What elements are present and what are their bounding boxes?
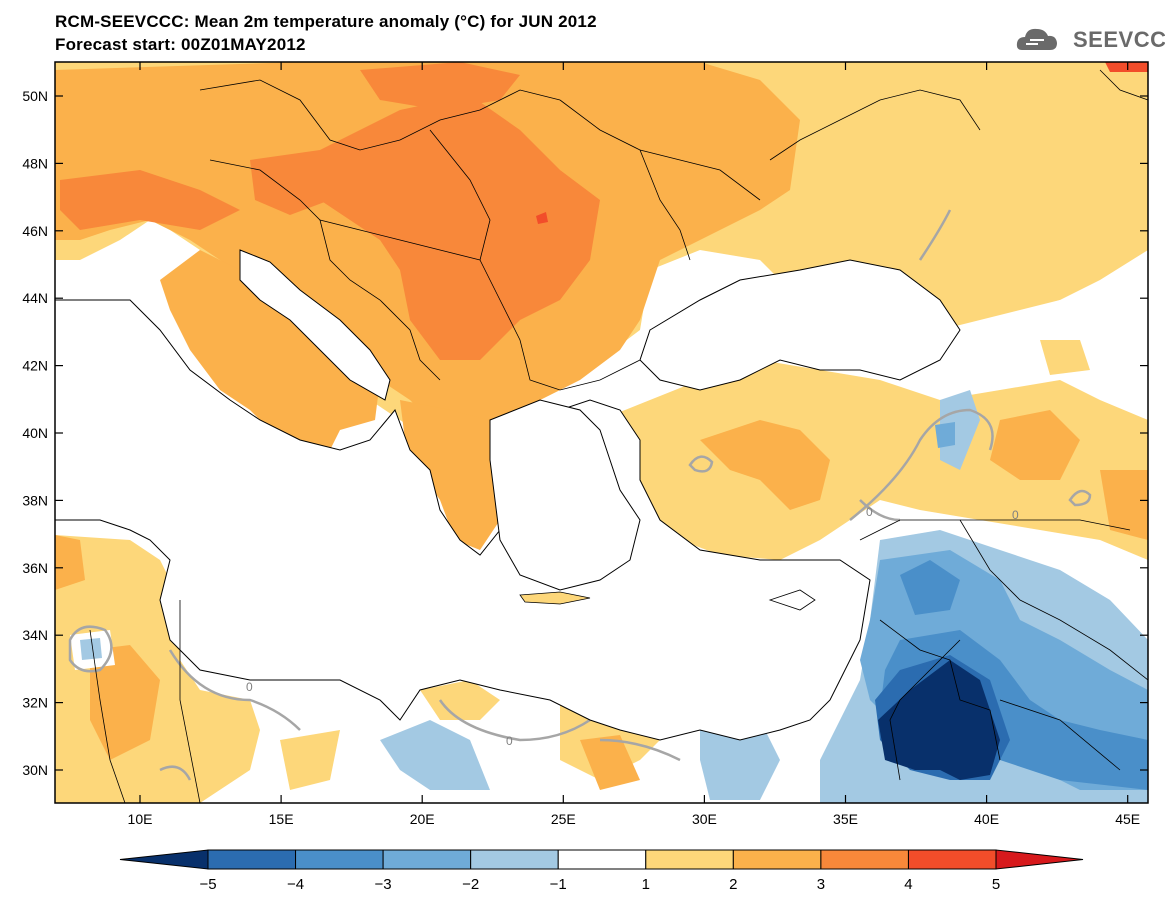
contour-label: 0 xyxy=(866,505,873,519)
contour-label: 0 xyxy=(1012,508,1019,522)
anomaly-4-5-spot xyxy=(536,212,548,224)
colorbar-segment xyxy=(382,849,472,870)
lat-label: 34N xyxy=(22,627,48,643)
colorbar-high-arrow xyxy=(995,849,1084,870)
colorbar-segment xyxy=(732,849,822,870)
anomaly-3-4-core xyxy=(320,95,600,360)
lon-label: 10E xyxy=(128,811,153,827)
lon-label: 20E xyxy=(410,811,435,827)
black-sea xyxy=(639,259,961,391)
lon-label: 45E xyxy=(1115,811,1140,827)
lat-label: 38N xyxy=(22,492,48,508)
aegean xyxy=(489,399,641,591)
anomaly-below-m5 xyxy=(878,660,1000,780)
seas xyxy=(55,249,961,741)
colorbar-segment xyxy=(820,849,909,870)
colorbar-segment xyxy=(907,849,997,870)
lon-label: 15E xyxy=(269,811,294,827)
colorbar-label: −4 xyxy=(287,876,304,893)
colorbar-label: 5 xyxy=(992,876,1000,893)
map-subtitle: Forecast start: 00Z01MAY2012 xyxy=(55,35,306,54)
lat-label: 32N xyxy=(22,695,48,711)
lon-label: 25E xyxy=(551,811,576,827)
longitude-axis: 10E 15E 20E 25E 30E 35E 40E 45E xyxy=(128,62,1140,827)
latitude-axis: 50N 48N 46N 44N 42N 40N 38N 36N 34N 32N 30N xyxy=(22,88,1148,778)
contour-labels: 0 0 0 0 xyxy=(246,505,1019,748)
lat-label: 48N xyxy=(22,155,48,171)
contour-label: 0 xyxy=(246,680,253,694)
lat-label: 36N xyxy=(22,560,48,576)
logo-text: SEEVCCC xyxy=(1073,27,1165,52)
country-borders xyxy=(89,69,1148,803)
colorbar-segment xyxy=(645,849,734,870)
lon-label: 35E xyxy=(833,811,858,827)
lon-label: 30E xyxy=(692,811,717,827)
anatolia xyxy=(600,360,1148,560)
lat-label: 44N xyxy=(22,290,48,306)
mediterranean xyxy=(55,299,871,741)
lat-label: 40N xyxy=(22,425,48,441)
zero-contours xyxy=(68,209,1092,781)
contour-label: 0 xyxy=(506,734,513,748)
lat-label: 46N xyxy=(22,223,48,239)
italy xyxy=(160,250,380,470)
cloud-logo-icon xyxy=(1016,28,1057,50)
map-title: RCM-SEEVCCC: Mean 2m temperature anomaly… xyxy=(55,12,597,31)
colorbar-label: 1 xyxy=(642,876,650,893)
lat-label: 30N xyxy=(22,762,48,778)
colorbar-label: 2 xyxy=(729,876,737,893)
lat-label: 42N xyxy=(22,358,48,374)
colorbar-label: −2 xyxy=(462,876,479,893)
lat-label: 50N xyxy=(22,88,48,104)
colorbar-segment xyxy=(207,849,297,870)
adriatic xyxy=(239,249,391,401)
colorbar-low-arrow xyxy=(119,849,209,870)
colorbar-label: 4 xyxy=(904,876,912,893)
colorbar: −5 −4 −3 −2 −1 1 2 3 4 5 xyxy=(119,849,1084,893)
colorbar-label: −5 xyxy=(199,876,216,893)
colorbar-segment xyxy=(470,849,559,870)
lon-label: 40E xyxy=(974,811,999,827)
colorbar-label: −3 xyxy=(375,876,392,893)
colorbar-label: −1 xyxy=(550,876,567,893)
islands xyxy=(519,589,816,611)
colorbar-segment xyxy=(295,849,384,870)
colorbar-segment xyxy=(557,849,647,870)
colorbar-label: 3 xyxy=(817,876,825,893)
